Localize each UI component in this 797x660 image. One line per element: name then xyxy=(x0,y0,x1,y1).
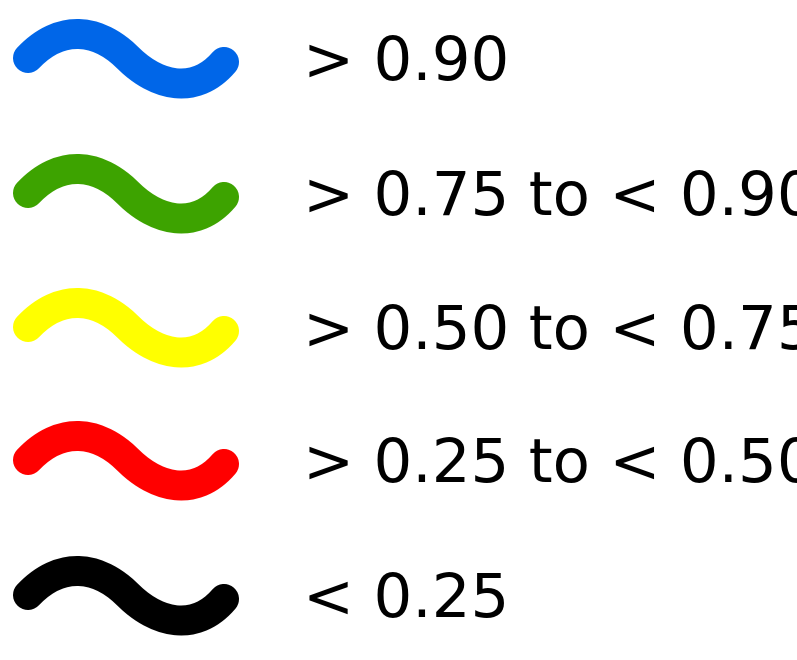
legend-label: > 0.25 to < 0.50 xyxy=(303,426,797,497)
wave-icon xyxy=(0,275,260,385)
legend-item: > 0.50 to < 0.75 xyxy=(0,275,797,385)
wave-stroke xyxy=(13,556,239,636)
legend-label: > 0.75 to < 0.90 xyxy=(303,159,797,230)
wave-icon xyxy=(0,6,260,116)
legend-label: > 0.90 xyxy=(303,24,510,95)
legend-item: > 0.90 xyxy=(0,6,797,116)
wave-icon xyxy=(0,408,260,518)
legend-item: < 0.25 xyxy=(0,543,797,653)
wave-stroke xyxy=(13,19,239,99)
legend-label: < 0.25 xyxy=(303,561,510,632)
legend-item: > 0.25 to < 0.50 xyxy=(0,408,797,518)
wave-stroke xyxy=(13,154,239,234)
wave-icon xyxy=(0,141,260,251)
legend-item: > 0.75 to < 0.90 xyxy=(0,141,797,251)
wave-stroke xyxy=(13,288,239,368)
wave-icon xyxy=(0,543,260,653)
legend-label: > 0.50 to < 0.75 xyxy=(303,293,797,364)
wave-stroke xyxy=(13,421,239,501)
